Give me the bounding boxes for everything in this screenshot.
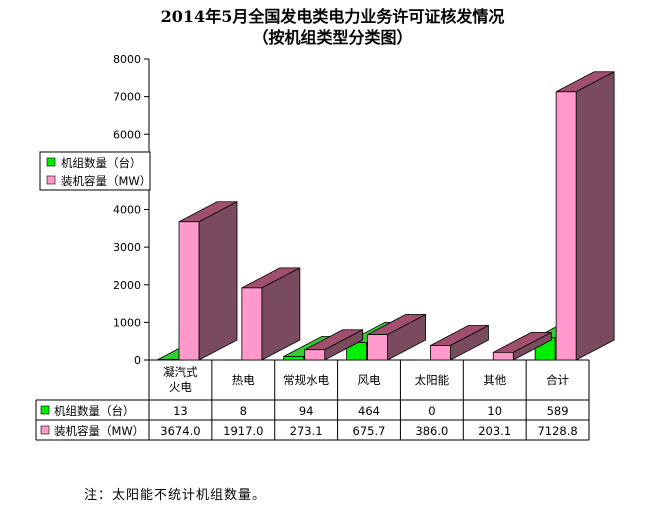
x-category-label: 火电 (169, 380, 192, 394)
bar-capacity (555, 91, 577, 361)
bar-units (283, 356, 305, 361)
y-tick-label: 1000 (113, 316, 141, 329)
bar-capacity (492, 351, 514, 361)
bar-capacity-side (575, 71, 615, 361)
y-tick-label: 2000 (113, 279, 141, 292)
legend-box (39, 151, 151, 191)
bar-capacity (430, 345, 451, 361)
bar-capacity-side (198, 201, 238, 361)
table-cell-units: 13 (173, 404, 188, 418)
table-row-header-units: 机组数量（台） (54, 404, 135, 418)
y-tick-label: 7000 (113, 91, 141, 104)
x-category-label: 风电 (358, 373, 381, 387)
table-swatch-capacity (40, 425, 50, 435)
table-cell-units: 94 (299, 404, 314, 418)
y-tick-label: 4000 (113, 204, 141, 217)
chart-title-line2: （按机组类型分类图） (252, 28, 413, 47)
table-cell-capacity: 7128.8 (537, 424, 577, 438)
bar-capacity (367, 334, 388, 361)
x-category-label: 凝汽式 (163, 365, 198, 379)
x-category-label: 合计 (546, 373, 569, 387)
chart-title-line1: 2014年5月全国发电类电力业务许可证核发情况 (160, 7, 505, 26)
x-category-label: 其他 (483, 373, 506, 387)
table-cell-capacity: 273.1 (290, 424, 323, 438)
x-category-label: 热电 (232, 373, 255, 387)
legend-label-capacity: 装机容量（MW） (61, 174, 151, 188)
table-cell-capacity: 3674.0 (160, 424, 200, 438)
bar-capacity (241, 287, 263, 361)
table-cell-units: 589 (547, 404, 569, 418)
bar-capacity (304, 349, 326, 361)
table-cell-capacity: 1917.0 (223, 424, 263, 438)
y-tick-label: 0 (134, 354, 141, 367)
y-tick-label: 3000 (113, 241, 141, 254)
table-cell-units: 464 (358, 404, 380, 418)
table-row-header-capacity: 装机容量（MW） (54, 424, 144, 438)
y-tick-label: 8000 (113, 53, 141, 66)
table-cell-capacity: 675.7 (353, 424, 386, 438)
table-cell-capacity: 386.0 (415, 424, 448, 438)
table-cell-capacity: 203.1 (478, 424, 511, 438)
bar-capacity (178, 221, 200, 361)
legend-swatch-units (46, 157, 56, 167)
x-category-label: 太阳能 (415, 373, 450, 387)
table-cell-units: 10 (487, 404, 502, 418)
footnote: 注：太阳能不统计机组数量。 (84, 488, 267, 503)
table-cell-units: 0 (428, 404, 435, 418)
table-swatch-units (40, 405, 50, 415)
legend-swatch-capacity (46, 175, 56, 185)
x-category-label: 常规水电 (283, 373, 329, 387)
legend-label-units: 机组数量（台） (61, 156, 142, 170)
y-tick-label: 6000 (113, 128, 141, 141)
table-cell-units: 8 (240, 404, 247, 418)
